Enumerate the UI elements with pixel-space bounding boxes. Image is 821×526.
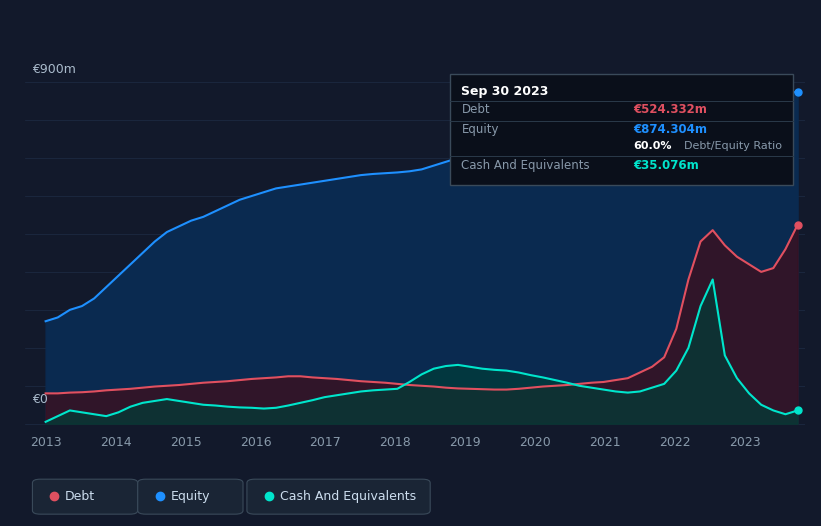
Text: Cash And Equivalents: Cash And Equivalents — [461, 158, 590, 171]
Text: €524.332m: €524.332m — [633, 103, 707, 116]
Text: Sep 30 2023: Sep 30 2023 — [461, 85, 548, 98]
Text: Debt/Equity Ratio: Debt/Equity Ratio — [684, 141, 782, 151]
Text: Equity: Equity — [461, 123, 499, 136]
FancyBboxPatch shape — [138, 479, 243, 514]
FancyBboxPatch shape — [33, 479, 138, 514]
Text: Debt: Debt — [461, 103, 490, 116]
Text: €900m: €900m — [33, 63, 76, 76]
Text: Debt: Debt — [65, 490, 95, 503]
Text: €874.304m: €874.304m — [633, 123, 707, 136]
Text: €0: €0 — [33, 392, 48, 406]
Text: 60.0%: 60.0% — [633, 141, 672, 151]
FancyBboxPatch shape — [450, 74, 793, 185]
Text: Cash And Equivalents: Cash And Equivalents — [280, 490, 415, 503]
Text: €35.076m: €35.076m — [633, 158, 699, 171]
Text: Equity: Equity — [171, 490, 210, 503]
FancyBboxPatch shape — [247, 479, 430, 514]
